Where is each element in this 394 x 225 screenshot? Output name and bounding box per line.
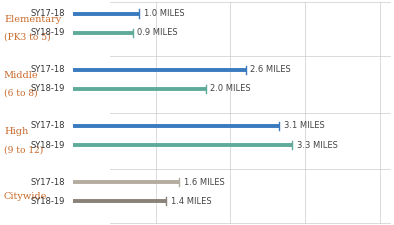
- Text: Middle: Middle: [4, 71, 39, 80]
- Text: (9 to 12): (9 to 12): [4, 145, 43, 154]
- Text: SY18-19: SY18-19: [31, 84, 65, 93]
- Text: SY17-18: SY17-18: [30, 9, 65, 18]
- Text: High: High: [4, 127, 28, 136]
- Text: SY18-19: SY18-19: [31, 197, 65, 206]
- Text: SY18-19: SY18-19: [31, 141, 65, 150]
- Text: 3.1 MILES: 3.1 MILES: [284, 122, 324, 130]
- Text: 1.6 MILES: 1.6 MILES: [184, 178, 225, 187]
- Text: 2.6 MILES: 2.6 MILES: [250, 65, 291, 74]
- Text: 2.0 MILES: 2.0 MILES: [210, 84, 251, 93]
- Text: (6 to 8): (6 to 8): [4, 89, 37, 98]
- Text: 1.4 MILES: 1.4 MILES: [171, 197, 211, 206]
- Text: 1.0 MILES: 1.0 MILES: [144, 9, 185, 18]
- Text: SY18-19: SY18-19: [31, 28, 65, 37]
- Text: Citywide: Citywide: [4, 192, 47, 201]
- Text: Elementary: Elementary: [4, 15, 61, 24]
- Text: SY17-18: SY17-18: [30, 65, 65, 74]
- Text: (PK3 to 5): (PK3 to 5): [4, 33, 50, 42]
- Text: 0.9 MILES: 0.9 MILES: [138, 28, 178, 37]
- Text: SY17-18: SY17-18: [30, 178, 65, 187]
- Text: 3.3 MILES: 3.3 MILES: [297, 141, 338, 150]
- Text: SY17-18: SY17-18: [30, 122, 65, 130]
